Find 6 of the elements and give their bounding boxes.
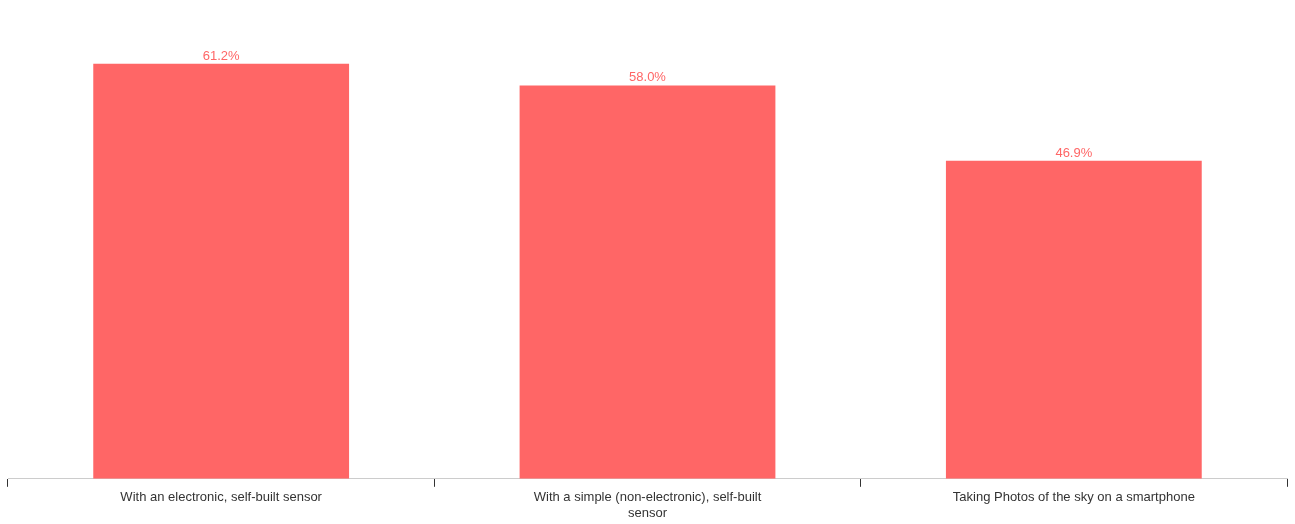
- x-tick-label: Taking Photos of the sky on a smartphone: [952, 489, 1195, 505]
- data-label: 61.2%: [202, 47, 241, 63]
- data-label: 46.9%: [1055, 144, 1093, 160]
- x-tick-label: With a simple (non-electronic), self-built sensor: [533, 489, 762, 520]
- data-label: 58.0%: [629, 69, 667, 85]
- x-tick-label: With an electronic, self-built sensor: [120, 489, 323, 505]
